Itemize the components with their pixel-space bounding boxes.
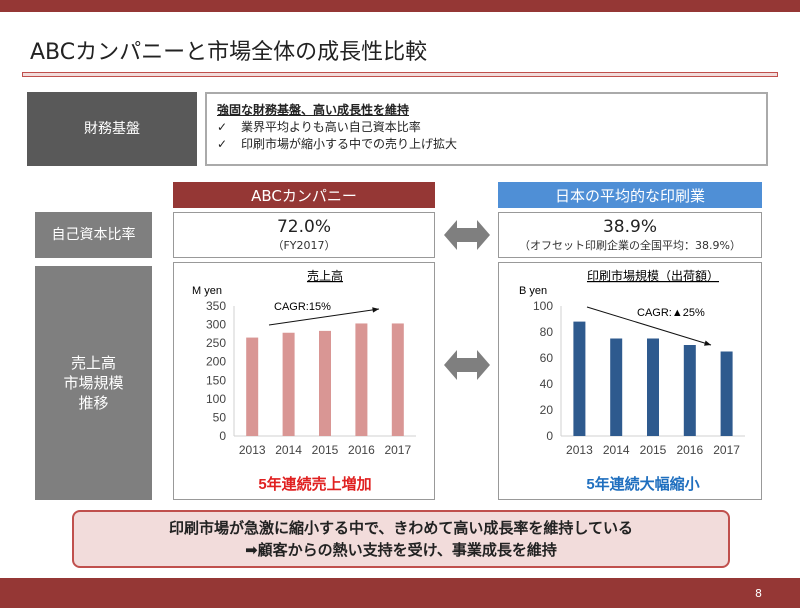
chart-title: 売上高: [307, 268, 343, 283]
top-bar: [0, 0, 800, 12]
row-label-equity: 自己資本比率: [35, 212, 152, 258]
y-tick-label: 0: [546, 429, 553, 443]
y-tick-label: 150: [206, 373, 226, 387]
x-tick-label: 2014: [603, 443, 630, 457]
trend-arrow-line: [586, 306, 712, 346]
footer-bar: [0, 578, 800, 608]
industry-equity-note: （オフセット印刷企業の全国平均：38.9%）: [519, 239, 741, 252]
trend-arrow-head: [704, 340, 711, 346]
page-number: 8: [755, 587, 762, 600]
title-rule: [22, 72, 778, 77]
y-tick-label: 40: [540, 377, 554, 391]
bar: [573, 321, 586, 436]
abc-equity-value: 72.0%: [276, 217, 331, 237]
y-tick-label: 0: [219, 429, 226, 443]
row-label-sales: 売上高 市場規模 推移: [35, 266, 152, 500]
page-title: ABCカンパニーと市場全体の成長性比較: [30, 40, 428, 65]
abc-sales-chart: 売上高 M yen 0 50 100 150 200 250 300 350 2013 2014 201…: [192, 268, 416, 493]
check-icon: ✓: [217, 137, 228, 151]
y-tick-label: 80: [540, 325, 554, 339]
summary-heading: 強固な財務基盤、高い成長性を維持: [217, 103, 410, 117]
chart-caption: 5年連続売上増加: [258, 475, 371, 493]
y-tick-label: 60: [540, 351, 554, 365]
summary-item: ✓ 印刷市場が縮小する中での売り上げ拡大: [217, 137, 458, 151]
bar: [647, 338, 659, 436]
y-tick-label: 200: [206, 355, 226, 369]
x-tick-label: 2014: [275, 443, 302, 457]
market-size-chart-box: 印刷市場規模（出荷額） B yen 0 20 40 60 80 100 2013 2014 2015…: [498, 262, 762, 500]
bar: [720, 351, 733, 436]
chart-title: 印刷市場規模（出荷額）: [587, 268, 719, 283]
column-header-industry: 日本の平均的な印刷業: [498, 182, 762, 208]
chart-caption: 5年連続大幅縮小: [586, 475, 699, 493]
summary-item: ✓ 業界平均よりも高い自己資本比率: [217, 120, 421, 134]
callout-line-1: 印刷市場が急激に縮小する中で、きわめて高い成長率を維持している: [169, 519, 633, 537]
y-tick-label: 100: [206, 392, 226, 406]
x-tick-label: 2017: [713, 443, 740, 457]
y-axis-label: B yen: [519, 285, 547, 297]
x-tick-label: 2017: [384, 443, 411, 457]
market-size-chart: 印刷市場規模（出荷額） B yen 0 20 40 60 80 100 2013 2014 2015…: [519, 268, 745, 493]
abc-sales-chart-box: 売上高 M yen 0 50 100 150 200 250 300 350 2013 2014 201…: [173, 262, 435, 500]
y-tick-label: 250: [206, 336, 226, 350]
bar: [610, 338, 623, 436]
x-tick-label: 2015: [640, 443, 667, 457]
x-tick-label: 2016: [348, 443, 375, 457]
industry-equity-value: 38.9%: [602, 217, 657, 237]
callout-line-2: ➡顧客からの熱い支持を受け、事業成長を維持: [245, 541, 557, 559]
conclusion-callout: 印刷市場が急激に縮小する中で、きわめて高い成長率を維持している ➡顧客からの熱い…: [72, 510, 730, 568]
bar: [355, 323, 368, 436]
summary-box: 強固な財務基盤、高い成長性を維持 ✓ 業界平均よりも高い自己資本比率 ✓ 印刷市場が…: [205, 92, 768, 166]
double-arrow-icon: [444, 220, 490, 250]
y-tick-label: 350: [206, 299, 226, 313]
trend-arrow-line: [268, 308, 380, 326]
x-tick-label: 2016: [676, 443, 703, 457]
double-arrow-icon: [444, 350, 490, 380]
y-tick-label: 50: [213, 410, 227, 424]
column-header-abc: ABCカンパニー: [173, 182, 435, 208]
abc-equity-note: （FY2017）: [272, 239, 336, 252]
x-tick-label: 2015: [312, 443, 339, 457]
abc-equity-box: 72.0% （FY2017）: [173, 212, 435, 258]
bar: [282, 332, 295, 436]
y-tick-label: 300: [206, 318, 226, 332]
y-axis-label: M yen: [192, 285, 222, 297]
bar: [246, 337, 259, 436]
cagr-annotation: CAGR:15%: [274, 301, 331, 313]
row-label-finance: 財務基盤: [27, 92, 197, 166]
bar: [319, 330, 331, 436]
bar: [391, 323, 404, 436]
y-tick-label: 100: [533, 299, 553, 313]
x-tick-label: 2013: [566, 443, 593, 457]
check-icon: ✓: [217, 120, 228, 134]
x-tick-label: 2013: [239, 443, 266, 457]
industry-equity-box: 38.9% （オフセット印刷企業の全国平均：38.9%）: [498, 212, 762, 258]
y-tick-label: 20: [540, 403, 554, 417]
trend-arrow-head: [372, 307, 379, 313]
bar: [683, 345, 696, 436]
cagr-annotation: CAGR:▲25%: [637, 307, 705, 319]
